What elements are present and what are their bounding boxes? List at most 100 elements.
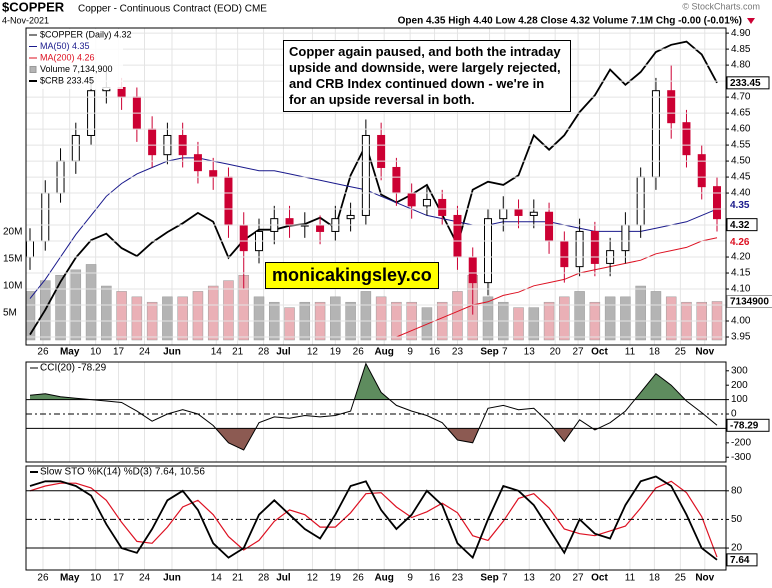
line	[29, 362, 718, 451]
candle-body	[392, 166, 401, 194]
volume-bar	[482, 296, 494, 341]
y-tick-label: -200	[731, 437, 751, 448]
volume-bar	[253, 296, 265, 341]
y-tick-label: 4.65	[731, 108, 751, 119]
x-tick-label: 12	[307, 573, 319, 584]
value-badge-label: 233.45	[730, 78, 761, 89]
volume-bar	[665, 296, 677, 341]
volume-bar	[375, 296, 387, 341]
x-tick-label: 26	[353, 347, 365, 358]
value-badge-label: 4.26	[730, 237, 750, 248]
candle-body	[407, 192, 416, 207]
x-tick-label: 14	[211, 573, 223, 584]
x-tick-label: 10	[90, 573, 102, 584]
legend-label: $CRB 233.45	[40, 75, 94, 85]
chart-date: 4-Nov-2021	[2, 15, 49, 25]
candle-body	[499, 208, 508, 220]
x-tick-label: 9	[407, 573, 413, 584]
volume-bar	[635, 285, 646, 341]
volume-bar	[101, 285, 112, 341]
candle-body	[224, 176, 233, 226]
line	[29, 40, 718, 336]
candle-body	[453, 214, 462, 258]
candle-body	[148, 128, 157, 156]
candle-body	[636, 176, 645, 226]
y-tick-label: 20	[731, 543, 743, 554]
chart-title: $COPPER	[2, 0, 65, 14]
value-badge	[726, 418, 770, 432]
x-tick-label: Sep	[480, 347, 498, 358]
x-tick-label: 13	[524, 573, 536, 584]
x-tick-label: 25	[675, 347, 687, 358]
volume-bar	[55, 274, 66, 341]
credit: © StockCharts.com	[682, 1, 760, 11]
x-tick-label: Jun	[163, 573, 181, 584]
value-badge	[726, 76, 770, 90]
legend-label: MA(200) 4.26	[40, 52, 95, 62]
x-tick-label: Aug	[374, 347, 393, 358]
chart-subtitle: Copper - Continuous Contract (EOD) CME	[78, 4, 267, 15]
plot	[29, 362, 718, 451]
watermark: monicakingsley.co	[265, 262, 439, 289]
volume-bar	[330, 296, 341, 341]
x-tick-label: 26	[37, 573, 49, 584]
y-tick-label: 200	[731, 380, 748, 391]
volume-bar	[513, 307, 524, 341]
volume-tick-label: 15M	[3, 254, 22, 265]
x-tick-label: 24	[139, 573, 151, 584]
candle-body	[316, 224, 325, 232]
x-tick-label: Nov	[695, 573, 714, 584]
value-badge	[726, 235, 758, 249]
y-tick-label: 4.55	[731, 140, 751, 151]
x-tick-label: 28	[258, 573, 270, 584]
volume-bar	[177, 296, 188, 341]
x-tick-label: 21	[232, 347, 244, 358]
volume-bar	[207, 285, 219, 341]
candle-body	[239, 224, 248, 252]
candle-body	[651, 90, 660, 178]
x-tick-label: May	[60, 347, 80, 358]
x-tick-label: 7	[502, 347, 508, 358]
value-badge-label: 7134900	[730, 297, 769, 308]
value-badge	[726, 198, 758, 212]
x-tick-label: 21	[232, 573, 244, 584]
annotation: Copper again paused, and both the intrad…	[283, 40, 571, 112]
candle-body	[575, 230, 584, 268]
candle-body	[590, 230, 599, 264]
y-tick-label: 4.85	[731, 44, 751, 55]
y-tick-label: -300	[731, 452, 751, 463]
y-tick-label: 4.50	[731, 156, 751, 167]
y-tick-label: 4.10	[731, 284, 751, 295]
legend-label: MA(50) 4.35	[40, 41, 90, 51]
y-tick-label: 100	[731, 394, 748, 405]
candle-body	[193, 154, 202, 172]
volume-bar	[604, 296, 616, 341]
quote: Open 4.35 High 4.40 Low 4.28 Close 4.32 …	[398, 16, 742, 27]
x-tick-label: 23	[452, 573, 464, 584]
x-tick-label: 26	[353, 573, 365, 584]
volume-bar	[528, 307, 540, 341]
y-tick-label: 4.60	[731, 124, 751, 135]
candle-body	[560, 240, 569, 268]
volume-bar	[85, 264, 97, 341]
x-tick-label: 19	[330, 347, 342, 358]
x-tick-label: Oct	[591, 573, 608, 584]
x-tick-label: 27	[573, 573, 585, 584]
x-tick-label: 11	[625, 347, 636, 358]
x-tick-label: 12	[307, 347, 319, 358]
x-tick-label: 24	[139, 347, 151, 358]
cci-lower-fill	[30, 428, 717, 451]
x-tick-label: 25	[675, 573, 687, 584]
plot	[29, 475, 718, 561]
line	[396, 237, 718, 338]
x-tick-label: 27	[573, 347, 585, 358]
candle-body	[468, 256, 477, 284]
candle-body	[621, 224, 630, 252]
x-tick-label: 17	[113, 347, 125, 358]
x-tick-label: 26	[37, 347, 49, 358]
value-badge-label: 4.35	[730, 200, 750, 211]
value-badge	[726, 553, 758, 567]
candle-body	[209, 170, 218, 178]
volume-bar	[574, 291, 585, 341]
candle-body	[667, 90, 676, 124]
